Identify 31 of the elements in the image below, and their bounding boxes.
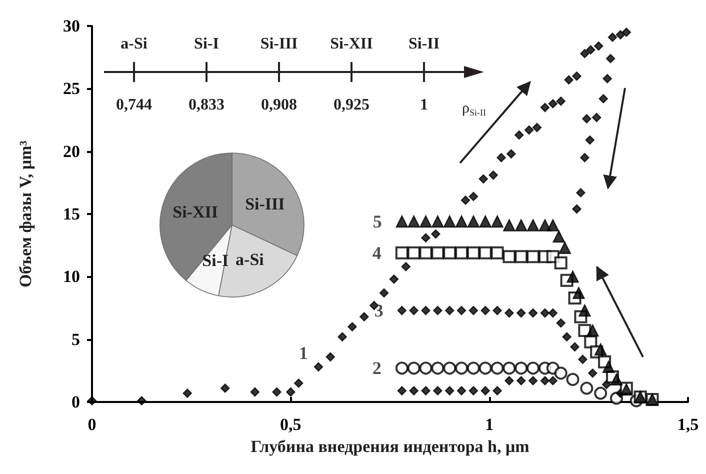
x-axis-title: Глубина внедрения индентора h, μm [250, 436, 530, 456]
series-label: 2 [372, 358, 382, 378]
series-label: 4 [372, 242, 382, 263]
x-tick-label: 1 [485, 415, 494, 434]
data-label: 0,833 [188, 96, 224, 114]
y-axis-title: Объем фазы V, μm³ [16, 140, 35, 288]
slice-label: Si-XII [172, 202, 218, 222]
category-label: Si-II [408, 36, 440, 52]
y-tick-label: 30 [63, 16, 80, 36]
slice-label: a-Si [236, 250, 264, 270]
x-tick-label: 1,5 [677, 415, 699, 434]
slice-label: Si-III [245, 194, 286, 214]
data-label: 1 [420, 96, 428, 114]
x-tick-label: 0 [88, 415, 96, 434]
y-tick-label: 5 [72, 330, 80, 349]
x-tick-label: 0,5 [280, 415, 302, 434]
series-label: 1 [298, 342, 308, 363]
data-label: 0,925 [334, 96, 370, 114]
series-label: 3 [374, 300, 384, 321]
category-label: Si-III [260, 36, 298, 52]
data-label: 0,744 [116, 96, 152, 114]
series-label: 5 [372, 212, 382, 232]
category-label: Si-I [194, 36, 219, 52]
y-tick-label: 20 [63, 142, 80, 161]
y-tick-label: 25 [63, 79, 80, 98]
category-label: Si-XII [330, 36, 373, 52]
y-tick-label: 15 [63, 204, 80, 224]
data-label: 0,908 [261, 96, 297, 114]
y-tick-label: 0 [72, 392, 80, 412]
y-tick-label: 10 [63, 267, 80, 286]
category-label: a-Si [120, 36, 148, 52]
